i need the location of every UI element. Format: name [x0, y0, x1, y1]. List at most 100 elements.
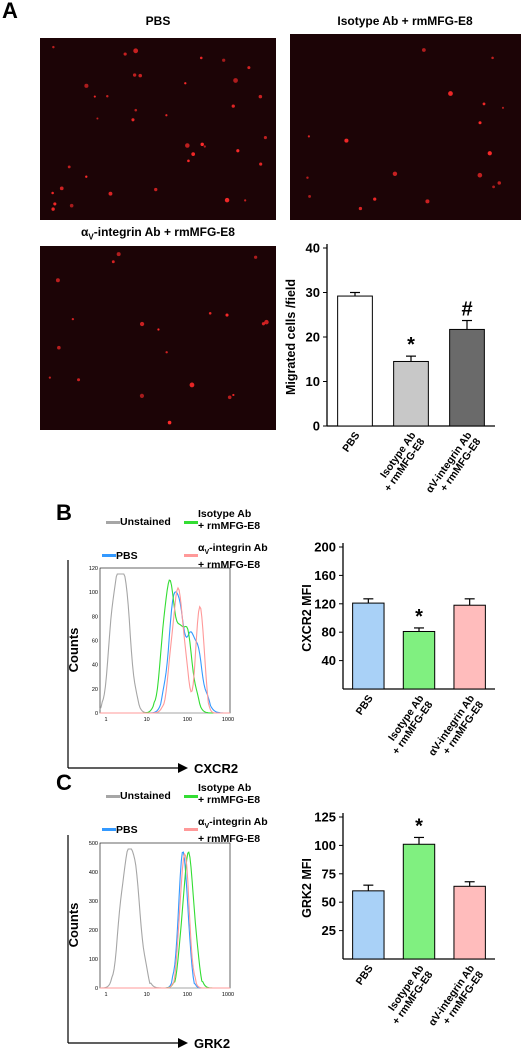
plot-frame: [99, 567, 231, 714]
legend-line: -integrin Ab: [209, 816, 268, 828]
y-tick-label: 40: [306, 241, 320, 256]
cell-dot: [253, 255, 258, 259]
panel-c-label: C: [56, 770, 72, 795]
cell-dot: [51, 191, 54, 195]
x-tick-label-line: PBS: [354, 963, 376, 988]
alpha-subscript: V: [204, 823, 210, 831]
cell-dot: [131, 118, 135, 122]
curve-isotype: [100, 579, 230, 714]
bar: [453, 604, 486, 690]
bar: [352, 890, 385, 960]
cell-dot: [203, 145, 206, 148]
y-axis-label: Migrated cells /field: [285, 279, 298, 395]
cell-dot: [448, 91, 453, 96]
bar: [337, 295, 373, 427]
y-tick-label: 20: [306, 330, 320, 345]
x-tick-label: 1000: [222, 992, 234, 998]
y-tick-label: 20: [92, 687, 98, 693]
y-tick-label: 100: [89, 957, 98, 963]
x-tick-label: αV-integrin Ab+ rmMFG-E8: [426, 963, 486, 1035]
cell-dot: [344, 138, 349, 143]
x-tick-label: Isotype Ab+ rmMFG-E8: [373, 430, 428, 494]
cell-dot: [199, 56, 203, 60]
cell-dot: [157, 328, 160, 331]
cell-dot: [492, 185, 495, 189]
y-axis-label: CXCR2 MFI: [300, 584, 314, 651]
y-tick-label: 120: [314, 596, 336, 611]
x-tick-label: PBS: [354, 963, 376, 988]
cxcr2-bar-chart: 40 80 120 160 200 CXCR2 MFI PBS * Isotype Ab+ rm…: [300, 540, 495, 765]
cell-dot: [244, 199, 247, 202]
cell-dot: [247, 66, 251, 70]
bar: [402, 630, 436, 690]
x-tick-label: Isotype Ab+ rmMFG-E8: [381, 963, 436, 1027]
cell-dot: [139, 393, 145, 399]
cell-dot: [93, 95, 96, 98]
cell-dot: [108, 191, 113, 196]
legend-line: + rmMFG-E8: [198, 833, 261, 846]
cell-dot: [191, 152, 196, 156]
legend-line: + rmMFG-E8: [198, 794, 261, 806]
legend-label-isotype: Isotype Ab + rmMFG-E8: [198, 508, 260, 532]
cell-dot: [57, 345, 61, 350]
cell-dot: [263, 136, 267, 140]
cell-dot: [478, 121, 482, 125]
cell-dot: [233, 78, 238, 83]
cell-dot: [189, 382, 195, 388]
curve-integrin: [100, 852, 230, 989]
y-tick-label: 25: [322, 923, 336, 938]
legend-swatch-pbs: [102, 828, 116, 831]
y-tick-label: 125: [314, 810, 336, 825]
fluorescence-dots: [51, 45, 267, 211]
legend-swatch-pbs: [102, 554, 116, 557]
cell-dot: [258, 94, 263, 99]
x-tick-label: Isotype Ab+ rmMFG-E8: [381, 693, 436, 757]
panel-b-label: B: [56, 500, 72, 525]
significance-marker: *: [415, 815, 423, 837]
cell-dot: [501, 106, 505, 109]
cell-dot: [231, 104, 235, 108]
micrograph-isotype: [290, 34, 521, 220]
cell-dot: [84, 83, 89, 88]
curve-integrin: [100, 586, 230, 714]
x-tick-label: 1000: [222, 717, 234, 723]
cell-dot: [96, 117, 99, 120]
legend-line: Isotype Ab: [198, 782, 252, 794]
cell-dot: [308, 194, 312, 198]
cell-dot: [59, 186, 64, 191]
y-axis-label: Counts: [66, 628, 81, 673]
bar: [352, 602, 385, 690]
legend-c: Unstained Isotype Ab + rmMFG-E8 PBS αV-in…: [98, 782, 298, 845]
curve-unstained: [100, 848, 230, 989]
y-tick-label: 500: [89, 841, 98, 847]
cell-dot: [421, 48, 426, 52]
image-title-isotype: Isotype Ab + rmMFG-E8: [337, 14, 473, 28]
cell-dot: [116, 252, 121, 257]
legend-label-integrin: αV-integrin Ab + rmMFG-E8: [198, 816, 268, 845]
alpha-symbol: α: [198, 816, 205, 828]
y-tick-label: 0: [313, 419, 320, 434]
cell-dot: [491, 56, 494, 60]
cell-dot: [232, 393, 235, 397]
x-axis-label: GRK2: [194, 1036, 230, 1050]
legend-swatch-unstained: [106, 521, 120, 524]
y-tick-label: 80: [322, 625, 336, 640]
significance-marker: #: [461, 299, 472, 321]
x-tick-label: αV-integrin Ab+ rmMFG-E8: [424, 430, 484, 502]
cell-dot: [358, 206, 363, 211]
x-tick-label: 100: [183, 717, 192, 723]
legend-swatch-unstained: [106, 795, 120, 798]
x-tick-label: αV-integrin Ab+ rmMFG-E8: [426, 693, 486, 765]
cell-dot: [111, 260, 115, 264]
legend-line: -integrin Ab: [209, 542, 268, 554]
migration-bar-chart: 0 10 20 30 40 Migrated cells /field PBS * Isotyp…: [285, 241, 495, 502]
bar: [453, 885, 486, 960]
legend-label-pbs: PBS: [116, 550, 138, 562]
y-tick-label: 0: [95, 711, 98, 717]
cell-dot: [133, 48, 139, 54]
cell-dot: [185, 143, 190, 148]
cell-dot: [154, 187, 158, 192]
y-tick-label: 60: [92, 639, 98, 645]
y-axis-label: Counts: [66, 903, 81, 948]
cell-dot: [306, 176, 309, 179]
